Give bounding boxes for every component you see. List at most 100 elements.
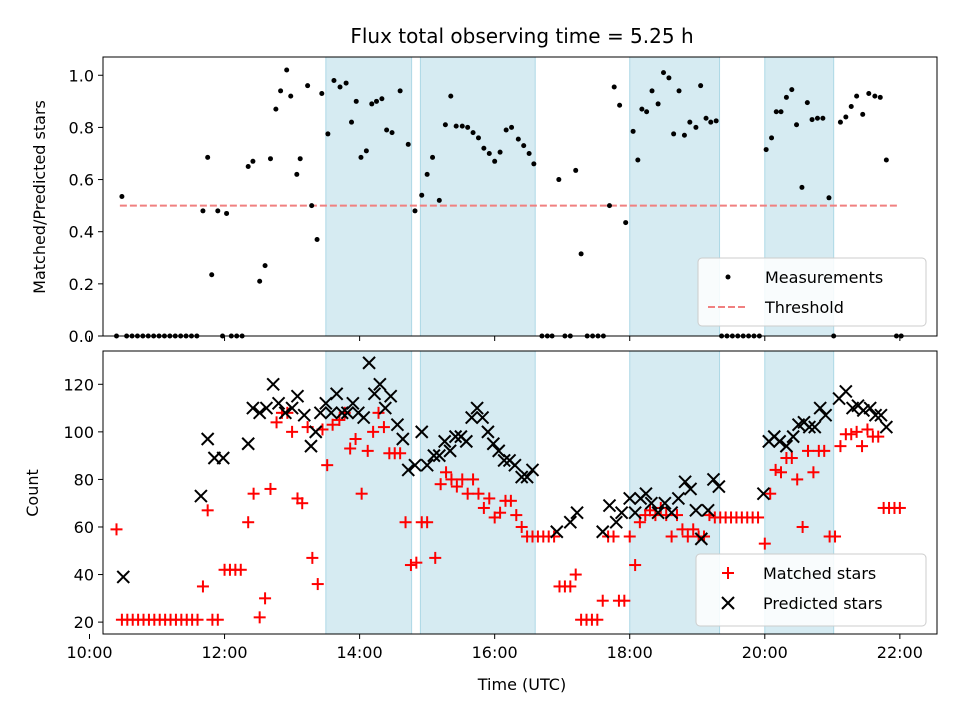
matched-point [355,487,368,500]
measurement-point [503,127,509,133]
predicted-point [772,434,787,449]
matched-point [569,568,582,581]
predicted-point [373,377,387,392]
measurement-point [676,88,682,94]
matched-point [440,466,453,479]
measurement-point [405,141,411,147]
measurement-point [644,109,650,115]
measurement-point [713,118,719,124]
matched-point [504,494,517,507]
matched-point [270,416,283,429]
measurement-point [436,197,442,203]
measurement-point [475,135,481,141]
legend-measurements-marker [725,274,731,280]
matched-point [264,482,277,495]
measurement-point [820,115,826,121]
predicted-point [678,475,692,489]
predicted-point [492,444,506,458]
matched-point [893,501,906,514]
measurement-point [509,124,515,130]
predicted-point [813,401,827,415]
measurement-point [297,156,303,162]
predicted-point [390,418,405,432]
matched-point [687,523,700,536]
matched-point [764,487,777,500]
predicted-point [550,525,564,539]
predicted-point [285,401,299,415]
predicted-point [756,486,771,501]
matched-point [596,594,609,607]
matched-point [564,580,577,593]
matched-point [681,530,694,543]
measurement-point [314,237,320,243]
predicted-point [868,408,883,422]
legend-matched-label: Matched stars [763,564,876,583]
matched-point [607,530,620,543]
measurement-point [412,208,418,214]
predicted-point [602,498,617,513]
bottom-ytick-label: 100 [63,423,94,442]
predicted-point [525,463,540,477]
matched-point [361,444,374,457]
matched-point [247,487,260,500]
measurement-point [353,98,359,104]
predicted-point [335,406,349,420]
measurement-point [384,127,390,133]
predicted-point [420,458,434,472]
top-ytick-label: 0.6 [69,171,94,190]
predicted-point [437,434,452,449]
matched-point [796,520,809,533]
measurement-point [294,171,300,177]
predicted-point [712,479,726,494]
predicted-point [216,451,230,465]
measurement-point [703,115,709,121]
predicted-point [116,570,130,584]
measurement-point [465,124,471,130]
matched-point [472,487,485,500]
matched-point [775,466,788,479]
measurement-point [877,94,883,100]
predicted-point [313,406,328,420]
measurement-point [250,158,256,164]
predicted-point [563,515,578,529]
predicted-point [658,496,672,510]
matched-point [665,530,678,543]
matched-point [802,444,815,457]
top-ytick-label: 0.8 [69,118,94,137]
bottom-panel: 20 40 60 80 100 120 10:00 12:00 14:00 16:00 18:00 2… [63,350,938,662]
predicted-point [683,482,698,496]
measurement-point [848,104,854,110]
matched-point [242,516,255,529]
bottom-ytick-label: 80 [74,470,94,489]
matched-point [591,613,604,626]
predicted-point [623,491,637,506]
bottom-xtick-label: 18:00 [607,643,653,662]
measurement-point [262,263,268,269]
predicted-point [241,437,255,451]
measurement-point [799,184,805,190]
predicted-point [443,444,457,458]
predicted-point [520,470,534,484]
predicted-point [378,401,392,415]
measurement-point [419,192,425,198]
predicted-point [415,425,429,439]
matched-point [326,418,339,431]
predicted-point [259,401,274,415]
matched-point [494,506,507,519]
predicted-point [246,401,260,415]
bottom-band-1 [419,350,536,635]
measurement-point [215,208,221,214]
bottom-xtick-label: 14:00 [337,643,383,662]
measurement-point [453,123,459,129]
bottom-ytick-label: 40 [74,566,94,585]
measurement-point [470,130,476,136]
matched-point [410,556,423,569]
top-band-0 [325,56,413,337]
predicted-point [879,420,894,434]
predicted-point [346,396,360,411]
measurement-point [763,147,769,153]
predicted-point [497,453,511,468]
predicted-point [639,486,653,501]
bottom-ytick-label: 20 [74,613,94,632]
